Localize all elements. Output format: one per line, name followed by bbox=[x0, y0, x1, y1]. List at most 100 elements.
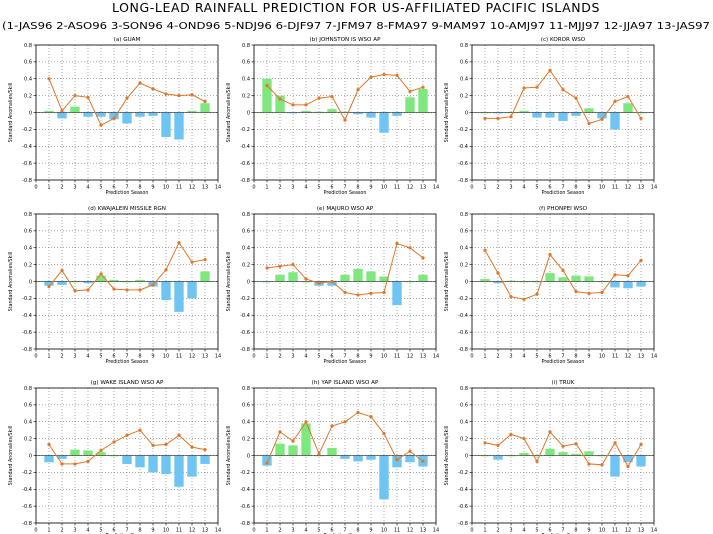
y-axis-label: Standard Anomalies/Skill bbox=[8, 252, 14, 312]
x-tick-label: 4 bbox=[522, 185, 525, 191]
x-tick-label: 7 bbox=[343, 354, 346, 360]
chart-panel: 0 1 2 3 4 5 6 7 8 9 10 11 12 13 140.80.60.40.20-0.2-0.… bbox=[444, 37, 657, 196]
skill-point bbox=[496, 116, 500, 121]
anomaly-bar bbox=[327, 109, 337, 113]
skill-point bbox=[291, 439, 295, 443]
y-tick-label: 0 bbox=[29, 279, 32, 285]
anomaly-bar bbox=[262, 455, 272, 466]
x-tick-label: 12 bbox=[625, 354, 631, 360]
anomaly-bar bbox=[161, 455, 171, 475]
anomaly-bar bbox=[493, 281, 503, 284]
x-tick-label: 7 bbox=[125, 528, 128, 534]
y-tick-label: -0.8 bbox=[240, 347, 250, 353]
figure-title: LONG-LEAD RAINFALL PREDICTION FOR US-AFF… bbox=[112, 0, 600, 15]
anomaly-bar bbox=[418, 274, 428, 282]
x-tick-label: 9 bbox=[369, 185, 372, 191]
x-tick-label: 1 bbox=[47, 185, 50, 191]
skill-point bbox=[112, 440, 116, 444]
skill-point bbox=[574, 290, 578, 294]
y-tick-label: 0.2 bbox=[460, 262, 468, 268]
x-tick-label: 6 bbox=[330, 354, 333, 360]
skill-point bbox=[574, 442, 578, 446]
x-tick-label: 10 bbox=[599, 528, 605, 534]
x-tick-label: 9 bbox=[151, 354, 154, 360]
skill-point bbox=[421, 459, 425, 464]
y-tick-label: -0.4 bbox=[240, 487, 250, 493]
panels: 0 1 2 3 4 5 6 7 8 9 10 11 12 13 140.80.60.40.20-0.2-0.… bbox=[8, 37, 657, 534]
anomaly-bar bbox=[187, 455, 197, 477]
anomaly-bar bbox=[545, 273, 555, 282]
y-tick-label: -0.2 bbox=[458, 470, 468, 476]
x-tick-label: 10 bbox=[163, 185, 169, 191]
anomaly-bar bbox=[405, 455, 415, 463]
x-tick-label: 14 bbox=[651, 185, 657, 191]
skill-point bbox=[600, 463, 604, 467]
anomaly-bar bbox=[70, 106, 80, 113]
anomaly-bar bbox=[148, 455, 158, 473]
anomaly-bar bbox=[506, 455, 516, 457]
skill-point bbox=[626, 94, 630, 99]
x-tick-label: 11 bbox=[176, 528, 182, 534]
skill-point bbox=[343, 420, 347, 424]
y-tick-label: -0.4 bbox=[458, 313, 468, 319]
y-tick-label: 0.2 bbox=[24, 436, 32, 442]
chart-panel: 0 1 2 3 4 5 6 7 8 9 10 11 12 13 140.80.60.40.20-0.2-0.… bbox=[8, 206, 221, 365]
x-tick-label: 11 bbox=[176, 185, 182, 191]
anomaly-bar bbox=[96, 452, 106, 456]
y-tick-label: 0.2 bbox=[460, 93, 468, 99]
y-tick-label: 0.6 bbox=[24, 60, 32, 66]
anomaly-bar bbox=[392, 112, 402, 116]
y-tick-label: 0.6 bbox=[24, 229, 32, 235]
skill-point bbox=[408, 89, 412, 94]
skill-point bbox=[421, 85, 425, 89]
x-tick-label: 13 bbox=[638, 185, 644, 191]
anomaly-bar bbox=[532, 112, 542, 118]
anomaly-bar bbox=[480, 455, 490, 457]
x-tick-label: 11 bbox=[394, 528, 400, 534]
skill-point bbox=[47, 442, 51, 447]
skill-point bbox=[395, 73, 399, 77]
x-tick-label: 0 bbox=[252, 185, 255, 191]
skill-point bbox=[99, 448, 103, 453]
skill-point bbox=[613, 99, 617, 104]
anomaly-bar bbox=[109, 279, 119, 282]
y-tick-label: -0.6 bbox=[240, 330, 250, 336]
y-tick-label: -0.6 bbox=[458, 504, 468, 510]
x-tick-label: 9 bbox=[587, 185, 590, 191]
skill-point bbox=[587, 291, 591, 295]
x-tick-label: 7 bbox=[125, 185, 128, 191]
anomaly-bar bbox=[161, 281, 171, 301]
y-axis-label: Standard Anomalies/Skill bbox=[8, 83, 14, 143]
skill-point bbox=[639, 116, 643, 121]
skill-point bbox=[548, 68, 552, 72]
anomaly-bar bbox=[135, 455, 145, 468]
x-tick-label: 5 bbox=[535, 354, 538, 360]
y-tick-label: 0 bbox=[29, 110, 32, 116]
x-tick-label: 13 bbox=[202, 528, 208, 534]
x-tick-label: 0 bbox=[34, 185, 37, 191]
x-tick-label: 13 bbox=[202, 354, 208, 360]
y-tick-label: 0.4 bbox=[460, 77, 468, 83]
skill-point bbox=[151, 87, 155, 91]
x-tick-label: 1 bbox=[483, 528, 486, 534]
x-tick-label: 1 bbox=[483, 185, 486, 191]
x-tick-label: 1 bbox=[483, 354, 486, 360]
x-tick-label: 2 bbox=[60, 354, 63, 360]
anomaly-bar bbox=[597, 455, 607, 457]
y-tick-label: 0.2 bbox=[24, 262, 32, 268]
y-tick-label: 0.2 bbox=[24, 93, 32, 99]
anomaly-bar bbox=[532, 455, 542, 457]
x-tick-label: 12 bbox=[407, 185, 413, 191]
skill-point bbox=[60, 268, 64, 273]
anomaly-bar bbox=[122, 281, 132, 283]
anomaly-bar bbox=[200, 455, 210, 464]
y-tick-label: 0.8 bbox=[24, 212, 32, 218]
anomaly-bar bbox=[558, 452, 568, 456]
x-tick-label: 0 bbox=[34, 354, 37, 360]
y-tick-label: 0.4 bbox=[24, 77, 32, 83]
x-tick-label: 10 bbox=[599, 354, 605, 360]
x-tick-label: 2 bbox=[60, 528, 63, 534]
panel-title: (i) TRUK bbox=[552, 380, 575, 386]
anomaly-bar bbox=[301, 110, 311, 113]
